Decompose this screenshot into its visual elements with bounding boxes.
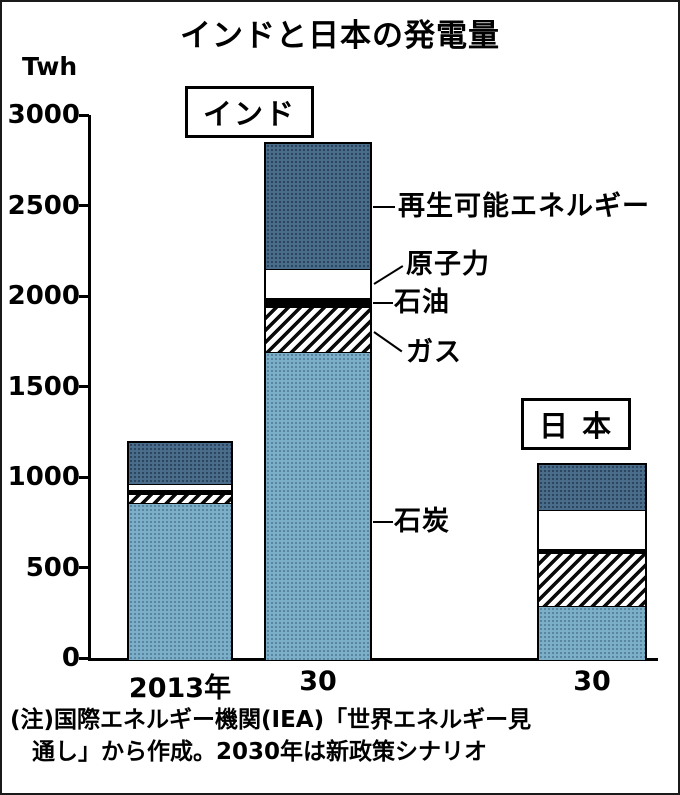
y-tick-mark-3000 (79, 113, 89, 117)
y-tick-label-1000: 1000 (7, 462, 80, 492)
segment-coal (266, 352, 370, 660)
y-tick-mark-2500 (79, 204, 89, 207)
y-axis-line (88, 115, 91, 661)
y-tick-mark-500 (79, 566, 89, 569)
segment-renewables (539, 464, 645, 510)
segment-gas (539, 553, 645, 606)
annotation-gas: ガス (406, 337, 462, 368)
segment-oil (129, 489, 231, 494)
chart-title: インドと日本の発電量 (180, 18, 500, 54)
segment-renewables (129, 442, 231, 484)
leader-line-oil (373, 302, 393, 304)
y-tick-label-3000: 3000 (7, 100, 80, 130)
annotation-oil: 石油 (394, 287, 450, 318)
x-axis-line (88, 658, 658, 661)
leader-line-nuclear (373, 265, 404, 285)
segment-gas (129, 493, 231, 503)
x-label-japan-2030: 30 (573, 666, 611, 697)
y-tick-mark-2000 (79, 294, 89, 298)
y-tick-mark-0 (79, 656, 89, 660)
annotation-coal: 石炭 (394, 506, 450, 537)
group-label-japan: 日 本 (521, 398, 632, 450)
segment-renewables (266, 144, 370, 270)
leader-line-renewables (373, 206, 395, 208)
x-label-india-2013: 2013年 (128, 673, 232, 704)
segment-oil (539, 548, 645, 554)
y-tick-mark-1500 (79, 385, 89, 388)
segment-coal (539, 605, 645, 660)
stacked-bar-インド-30 (264, 142, 372, 660)
y-tick-mark-1000 (79, 475, 89, 479)
source-note-line-2: 通し」から作成。2030年は新政策シナリオ (32, 739, 488, 765)
y-tick-label-0: 0 (61, 643, 80, 673)
leader-line-coal (373, 521, 393, 523)
segment-coal (129, 502, 231, 660)
segment-nuclear (129, 483, 231, 490)
source-note: (注)国際エネルギー機関(IEA)「世界エネルギー見 通し」から作成。2030年… (10, 704, 531, 768)
x-label-india-2030: 30 (299, 666, 337, 697)
annotation-renewables: 再生可能エネルギー (398, 191, 650, 222)
y-tick-label-2000: 2000 (7, 281, 80, 311)
source-note-line-1: (注)国際エネルギー機関(IEA)「世界エネルギー見 (10, 707, 532, 733)
annotation-nuclear: 原子力 (406, 249, 490, 280)
stacked-bar-日本-30 (537, 462, 647, 660)
stacked-bar-インド-2013年 (127, 440, 233, 660)
y-tick-label-500: 500 (25, 552, 80, 583)
segment-oil (266, 297, 370, 308)
group-label-india: インド (185, 86, 315, 138)
y-tick-label-1500: 1500 (7, 371, 80, 402)
y-tick-label-2500: 2500 (7, 190, 80, 221)
leader-line-gas (373, 331, 403, 353)
segment-nuclear (266, 269, 370, 298)
segment-nuclear (539, 509, 645, 549)
segment-gas (266, 307, 370, 353)
y-axis-unit-label: Twh (22, 52, 78, 81)
